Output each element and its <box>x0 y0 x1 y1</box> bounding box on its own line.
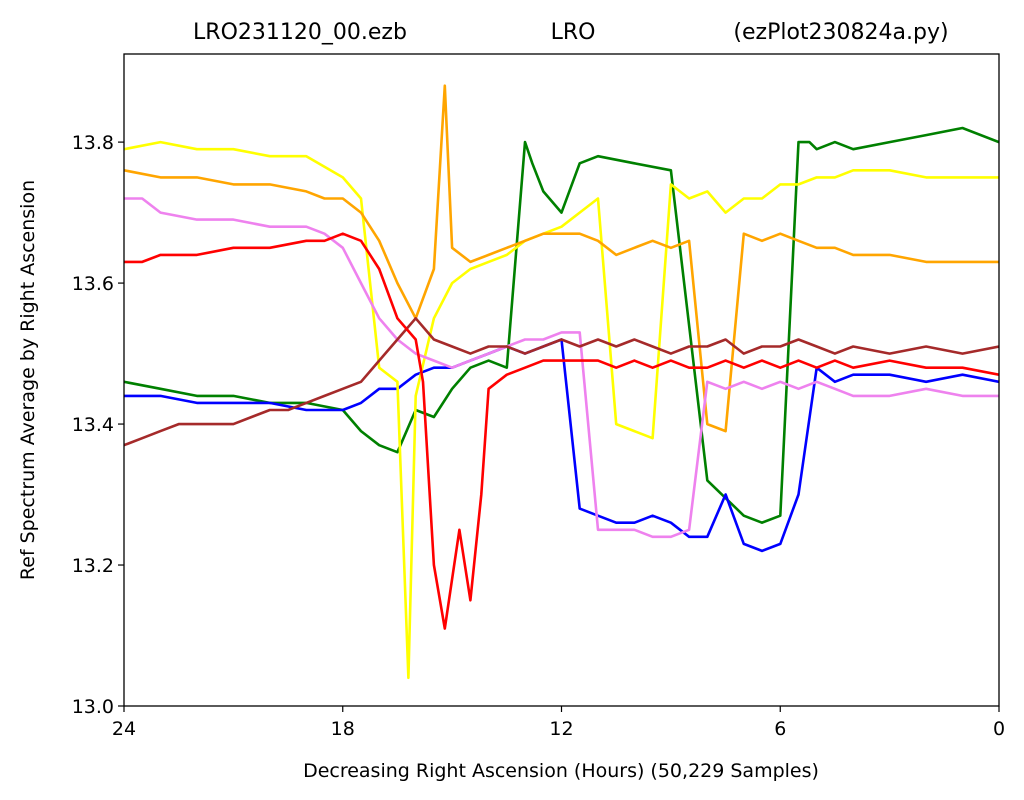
title-center: LRO <box>551 20 596 45</box>
series-line-6 <box>124 232 999 630</box>
series-layer <box>124 84 999 680</box>
series-line-3 <box>124 84 999 433</box>
y-axis-label: Ref Spectrum Average by Right Ascension <box>17 180 39 580</box>
y-tick-label-2: 13.4 <box>72 414 114 436</box>
series-line-5 <box>124 316 999 447</box>
series-line-4 <box>124 197 999 539</box>
x-tick-label-0: 24 <box>112 718 136 740</box>
x-tick-label-2: 12 <box>549 718 573 740</box>
title-left: LRO231120_00.ezb <box>193 20 407 45</box>
plot-area-frame <box>123 53 1000 707</box>
y-tick-label-3: 13.6 <box>72 273 114 295</box>
x-tick-label-4: 0 <box>993 718 1005 740</box>
y-tick-label-0: 13.0 <box>72 696 114 718</box>
x-axis: 24 18 12 6 0 <box>112 706 1005 740</box>
title-right: (ezPlot230824a.py) <box>733 20 948 45</box>
y-tick-label-1: 13.2 <box>72 555 114 577</box>
series-line-1 <box>124 338 999 553</box>
x-tick-label-3: 6 <box>774 718 786 740</box>
series-line-0 <box>124 126 999 525</box>
y-axis: 13.0 13.2 13.4 13.6 13.8 <box>72 132 124 718</box>
chart-title: LRO231120_00.ezb LRO (ezPlot230824a.py) <box>193 20 949 45</box>
x-tick-label-1: 18 <box>331 718 355 740</box>
y-tick-label-4: 13.8 <box>72 132 114 154</box>
x-axis-label: Decreasing Right Ascension (Hours) (50,2… <box>303 760 819 782</box>
series-line-2 <box>124 140 999 680</box>
